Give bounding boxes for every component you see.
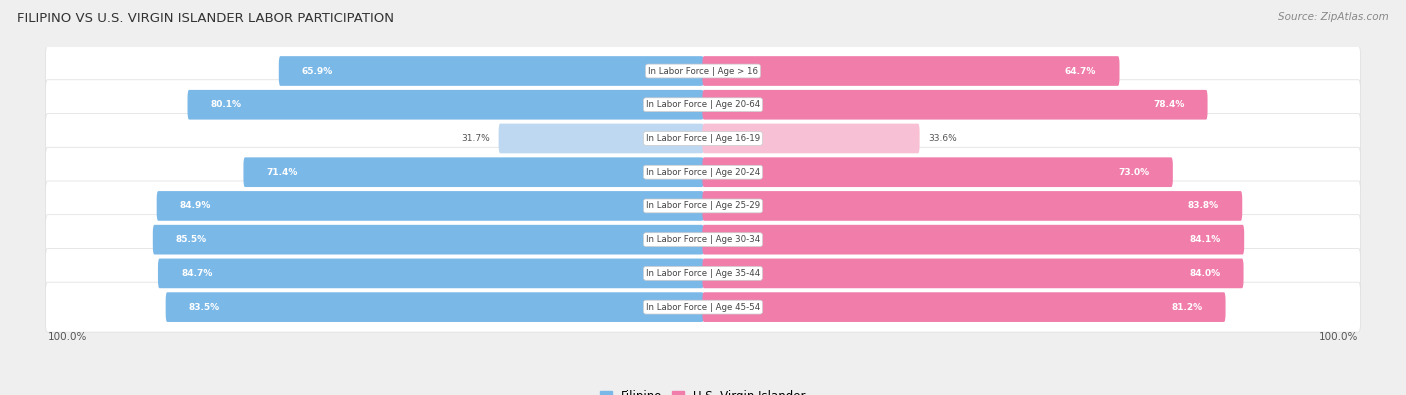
- Text: In Labor Force | Age 35-44: In Labor Force | Age 35-44: [645, 269, 761, 278]
- FancyBboxPatch shape: [166, 292, 703, 322]
- Text: 81.2%: 81.2%: [1171, 303, 1202, 312]
- FancyBboxPatch shape: [703, 157, 1173, 187]
- Text: 83.5%: 83.5%: [188, 303, 219, 312]
- FancyBboxPatch shape: [703, 259, 1243, 288]
- FancyBboxPatch shape: [45, 248, 1361, 298]
- Text: 84.7%: 84.7%: [181, 269, 212, 278]
- FancyBboxPatch shape: [45, 215, 1361, 265]
- FancyBboxPatch shape: [45, 80, 1361, 130]
- FancyBboxPatch shape: [45, 282, 1361, 332]
- FancyBboxPatch shape: [703, 124, 920, 153]
- FancyBboxPatch shape: [278, 56, 703, 86]
- Text: 84.9%: 84.9%: [180, 201, 211, 211]
- FancyBboxPatch shape: [45, 181, 1361, 231]
- Text: 100.0%: 100.0%: [48, 332, 87, 342]
- Text: In Labor Force | Age 25-29: In Labor Force | Age 25-29: [645, 201, 761, 211]
- Text: In Labor Force | Age 30-34: In Labor Force | Age 30-34: [645, 235, 761, 244]
- Text: 31.7%: 31.7%: [461, 134, 489, 143]
- Text: 83.8%: 83.8%: [1188, 201, 1219, 211]
- Text: 33.6%: 33.6%: [928, 134, 957, 143]
- Text: 80.1%: 80.1%: [211, 100, 242, 109]
- FancyBboxPatch shape: [157, 259, 703, 288]
- Text: 100.0%: 100.0%: [1319, 332, 1358, 342]
- FancyBboxPatch shape: [703, 56, 1119, 86]
- FancyBboxPatch shape: [499, 124, 703, 153]
- Text: In Labor Force | Age 16-19: In Labor Force | Age 16-19: [645, 134, 761, 143]
- FancyBboxPatch shape: [243, 157, 703, 187]
- FancyBboxPatch shape: [187, 90, 703, 120]
- FancyBboxPatch shape: [45, 113, 1361, 164]
- Text: 64.7%: 64.7%: [1064, 66, 1097, 75]
- Text: In Labor Force | Age 20-64: In Labor Force | Age 20-64: [645, 100, 761, 109]
- Text: In Labor Force | Age 45-54: In Labor Force | Age 45-54: [645, 303, 761, 312]
- FancyBboxPatch shape: [156, 191, 703, 221]
- Text: In Labor Force | Age 20-24: In Labor Force | Age 20-24: [645, 168, 761, 177]
- Text: 73.0%: 73.0%: [1119, 168, 1150, 177]
- FancyBboxPatch shape: [45, 147, 1361, 197]
- FancyBboxPatch shape: [703, 191, 1243, 221]
- FancyBboxPatch shape: [45, 46, 1361, 96]
- Text: 84.0%: 84.0%: [1189, 269, 1220, 278]
- Text: 71.4%: 71.4%: [267, 168, 298, 177]
- Text: 85.5%: 85.5%: [176, 235, 207, 244]
- FancyBboxPatch shape: [153, 225, 703, 254]
- Text: 84.1%: 84.1%: [1189, 235, 1220, 244]
- Text: FILIPINO VS U.S. VIRGIN ISLANDER LABOR PARTICIPATION: FILIPINO VS U.S. VIRGIN ISLANDER LABOR P…: [17, 12, 394, 25]
- FancyBboxPatch shape: [703, 90, 1208, 120]
- FancyBboxPatch shape: [703, 292, 1226, 322]
- FancyBboxPatch shape: [703, 225, 1244, 254]
- Text: Source: ZipAtlas.com: Source: ZipAtlas.com: [1278, 12, 1389, 22]
- Text: 65.9%: 65.9%: [302, 66, 333, 75]
- Text: In Labor Force | Age > 16: In Labor Force | Age > 16: [648, 66, 758, 75]
- Legend: Filipino, U.S. Virgin Islander: Filipino, U.S. Virgin Islander: [595, 385, 811, 395]
- Text: 78.4%: 78.4%: [1153, 100, 1184, 109]
